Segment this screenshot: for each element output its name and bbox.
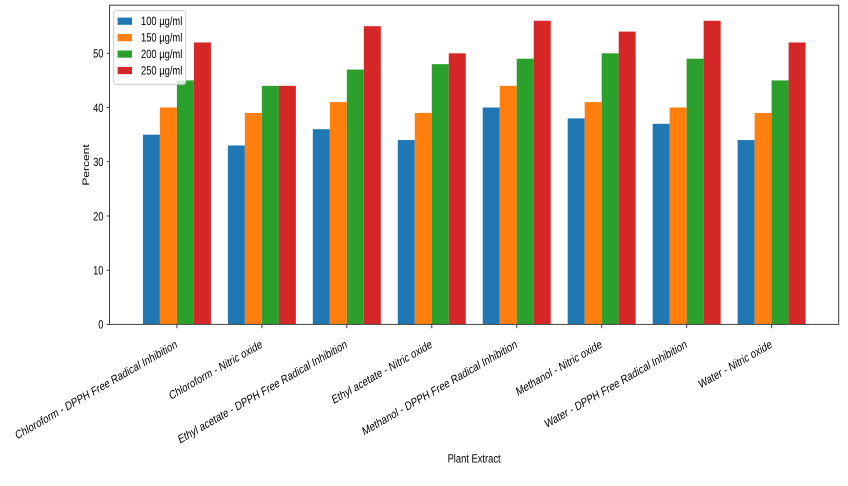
svg-text:0: 0 bbox=[98, 318, 103, 332]
svg-text:Plant Extract: Plant Extract bbox=[448, 452, 502, 466]
svg-text:250 µg/ml: 250 µg/ml bbox=[141, 63, 182, 77]
svg-text:50: 50 bbox=[93, 47, 104, 61]
svg-text:40: 40 bbox=[93, 101, 104, 115]
svg-text:100 µg/ml: 100 µg/ml bbox=[141, 14, 182, 28]
svg-text:200 µg/ml: 200 µg/ml bbox=[141, 47, 182, 61]
svg-text:150 µg/ml: 150 µg/ml bbox=[141, 31, 182, 45]
svg-text:10: 10 bbox=[93, 263, 104, 277]
svg-text:30: 30 bbox=[93, 155, 104, 169]
svg-text:Percent: Percent bbox=[80, 144, 91, 186]
svg-text:20: 20 bbox=[93, 209, 104, 223]
